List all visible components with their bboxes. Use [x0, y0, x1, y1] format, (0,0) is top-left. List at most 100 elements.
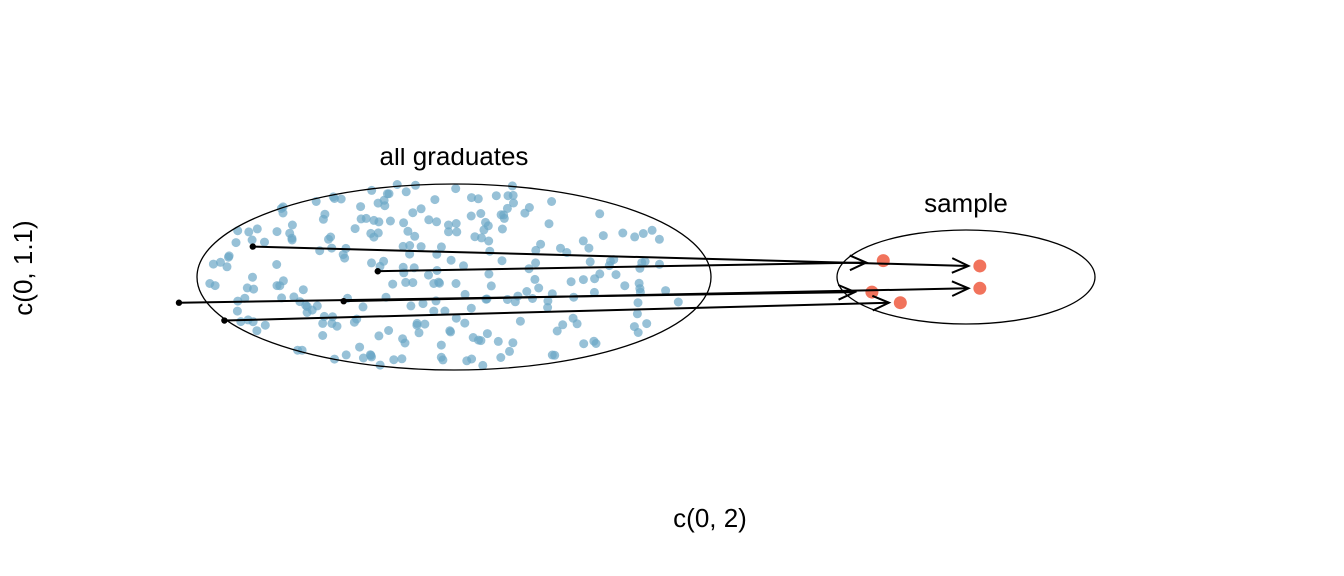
population-point — [326, 232, 336, 242]
y-axis-label: c(0, 1.1) — [8, 220, 38, 315]
population-point — [611, 270, 621, 280]
population-point — [620, 281, 630, 291]
population-point — [633, 298, 643, 308]
population-point — [508, 190, 518, 200]
population-point — [418, 299, 428, 309]
population-point — [430, 195, 440, 205]
population-point — [598, 231, 608, 241]
population-point — [630, 232, 640, 242]
population-point — [388, 279, 398, 289]
population-point — [233, 226, 243, 236]
population-point — [398, 262, 408, 272]
population-point — [515, 316, 525, 326]
population-point — [416, 204, 426, 214]
population-point — [385, 216, 395, 226]
population-point — [436, 242, 446, 252]
population-point — [642, 319, 652, 329]
population-point — [398, 241, 408, 251]
population-point — [355, 342, 365, 352]
population-point — [589, 287, 599, 297]
population-point — [638, 229, 648, 238]
population-point — [585, 257, 595, 267]
population-point — [491, 191, 501, 201]
population-point — [318, 214, 328, 224]
sample-point — [893, 296, 907, 310]
population-point — [633, 328, 643, 337]
population-point — [547, 197, 557, 206]
population-point — [272, 281, 282, 291]
population-point — [210, 281, 220, 291]
population-point — [446, 327, 456, 337]
population-point — [403, 226, 413, 236]
population-point — [618, 228, 628, 238]
population-point — [414, 328, 424, 338]
population-point — [486, 281, 496, 291]
population-point — [240, 293, 250, 303]
population-point — [434, 277, 444, 287]
population-point — [484, 236, 494, 246]
population-point — [366, 350, 376, 360]
population-points — [205, 180, 683, 370]
sample-label: sample — [924, 188, 1008, 218]
sample-point — [973, 259, 987, 273]
population-point — [635, 263, 645, 273]
population-point — [505, 346, 514, 356]
population-point — [530, 274, 540, 284]
population-point — [661, 286, 671, 296]
population-point — [318, 331, 328, 340]
population-point — [424, 215, 434, 225]
population-point — [392, 180, 402, 189]
population-point — [412, 318, 422, 328]
population-point — [367, 185, 377, 195]
population-point — [252, 224, 262, 234]
population-point — [632, 309, 642, 319]
population-point — [247, 235, 257, 245]
population-point — [420, 319, 430, 329]
population-point — [466, 211, 476, 221]
population-point — [231, 238, 241, 248]
population-point — [374, 331, 384, 341]
population-point — [655, 259, 664, 269]
population-point — [481, 217, 490, 227]
population-point — [543, 296, 553, 306]
sampling-arrow — [340, 280, 971, 305]
population-point — [416, 242, 426, 252]
population-point — [287, 233, 297, 243]
population-point — [522, 287, 532, 296]
population-point — [579, 339, 589, 349]
population-point — [496, 353, 506, 362]
population-point — [509, 198, 518, 208]
population-point — [289, 292, 299, 302]
population-point — [436, 340, 446, 350]
population-point — [466, 303, 476, 313]
population-point — [375, 360, 385, 370]
population-point — [318, 318, 328, 328]
population-point — [389, 355, 399, 365]
sample-point — [973, 281, 987, 295]
population-point — [444, 220, 453, 230]
population-point — [260, 320, 270, 330]
population-point — [336, 194, 346, 204]
population-point — [543, 303, 553, 312]
population-point — [647, 225, 657, 235]
population-point — [451, 184, 461, 194]
population-point — [405, 241, 415, 250]
population-point — [358, 353, 368, 363]
population-point — [312, 301, 322, 311]
population-point — [356, 214, 366, 224]
sampling-arrow — [221, 294, 892, 324]
population-point — [367, 258, 376, 268]
population-point — [477, 233, 486, 243]
population-point — [589, 336, 599, 346]
population-point — [556, 243, 565, 253]
population-point — [384, 189, 394, 199]
x-axis-label: c(0, 2) — [673, 503, 747, 533]
population-point — [446, 255, 456, 265]
population-point — [673, 297, 683, 307]
population-point — [278, 276, 288, 286]
population-point — [244, 227, 254, 237]
population-point — [459, 261, 468, 271]
population-point — [476, 209, 486, 218]
population-point — [408, 208, 418, 218]
population-point — [406, 301, 416, 311]
